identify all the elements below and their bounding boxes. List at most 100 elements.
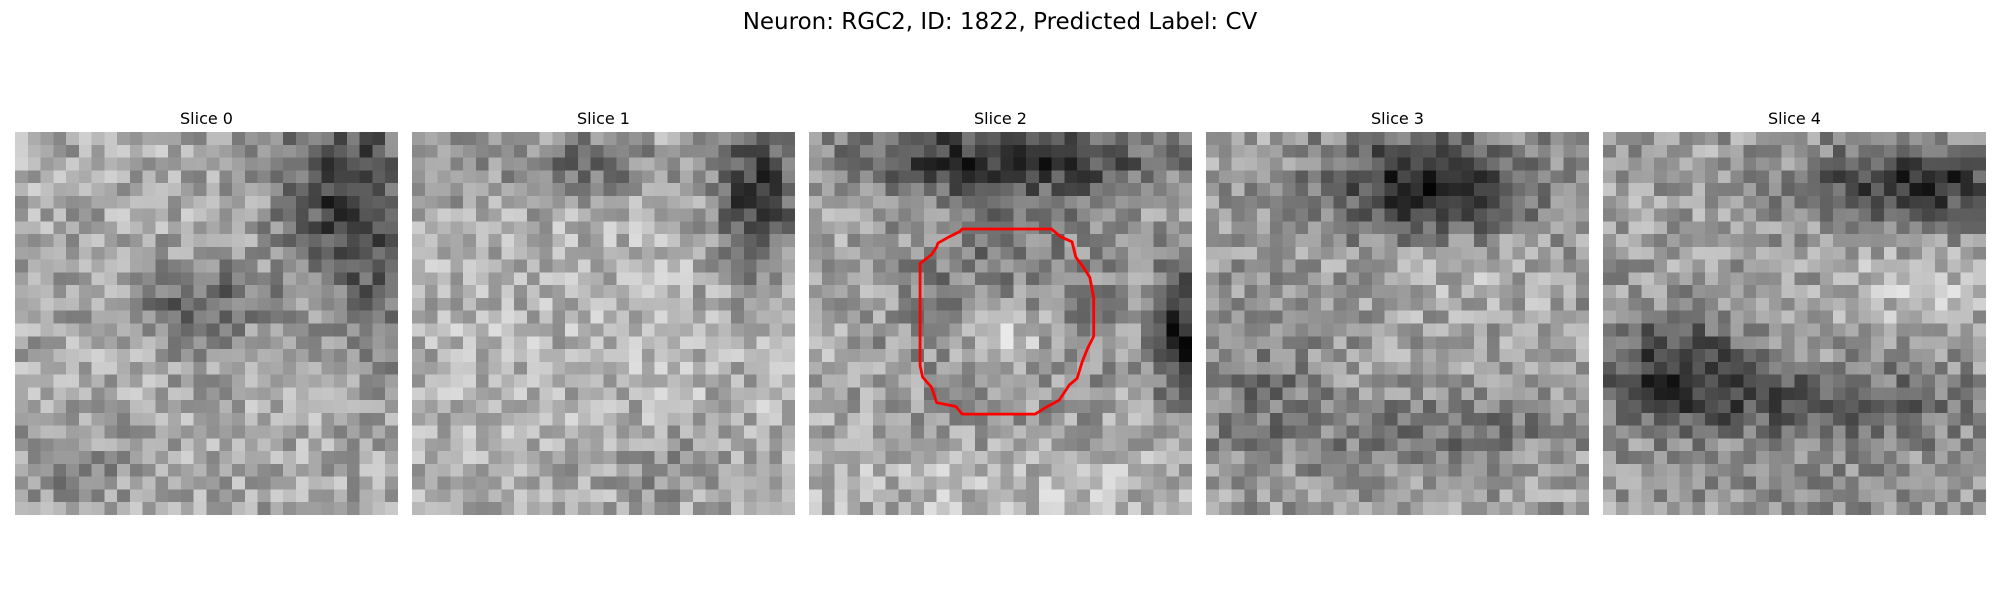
pixel: [1820, 374, 1834, 388]
pixel: [923, 438, 937, 452]
pixel: [680, 336, 694, 350]
pixel: [949, 272, 963, 286]
pixel: [1832, 195, 1846, 209]
pixel: [1576, 476, 1589, 490]
pixel: [654, 336, 668, 350]
pixel: [1576, 310, 1589, 324]
pixel: [1960, 259, 1974, 273]
pixel: [1206, 361, 1220, 375]
pixel: [1717, 451, 1731, 465]
pixel: [1512, 361, 1526, 375]
pixel: [1820, 412, 1834, 426]
pixel: [565, 336, 579, 350]
pixel: [769, 425, 783, 439]
pixel: [1756, 451, 1770, 465]
pixel: [1026, 489, 1040, 503]
pixel: [1013, 157, 1027, 171]
pixel: [91, 195, 105, 209]
pixel: [78, 374, 92, 388]
pixel: [295, 489, 309, 503]
pixel: [809, 438, 823, 452]
pixel: [885, 489, 899, 503]
pixel: [1730, 183, 1744, 197]
pixel: [1717, 285, 1731, 299]
pixel: [949, 285, 963, 299]
pixel: [987, 438, 1001, 452]
pixel: [847, 489, 861, 503]
pixel: [1206, 170, 1220, 184]
pixel: [1051, 438, 1065, 452]
pixel: [142, 310, 156, 324]
pixel: [641, 323, 655, 337]
pixel: [1960, 412, 1974, 426]
pixel: [514, 234, 528, 248]
pixel: [616, 489, 630, 503]
pixel: [1077, 387, 1091, 401]
pixel: [1166, 476, 1180, 490]
pixel: [603, 195, 617, 209]
pixel: [1717, 221, 1731, 235]
pixel: [1064, 221, 1078, 235]
pixel: [962, 476, 976, 490]
pixel: [372, 310, 386, 324]
pixel: [1026, 195, 1040, 209]
pixel: [1435, 285, 1449, 299]
pixel: [1550, 272, 1564, 286]
pixel: [346, 144, 360, 158]
pixel: [1320, 259, 1334, 273]
pixel: [1257, 234, 1271, 248]
pixel: [15, 144, 29, 158]
pixel: [1166, 285, 1180, 299]
pixel: [1000, 463, 1014, 477]
pixel: [526, 310, 540, 324]
pixel: [1896, 144, 1910, 158]
pixel: [1960, 183, 1974, 197]
pixel: [1641, 170, 1655, 184]
pixel: [923, 400, 937, 414]
pixel: [1026, 285, 1040, 299]
pixel: [1525, 425, 1539, 439]
pixel: [974, 374, 988, 388]
pixel: [1603, 438, 1617, 452]
pixel: [15, 387, 29, 401]
pixel: [27, 144, 41, 158]
pixel: [1743, 132, 1757, 146]
pixel: [53, 195, 67, 209]
pixel: [219, 412, 233, 426]
pixel: [66, 157, 80, 171]
pixel: [450, 336, 464, 350]
pixel: [78, 412, 92, 426]
pixel: [1397, 336, 1411, 350]
pixel: [1153, 170, 1167, 184]
pixel: [1909, 170, 1923, 184]
pixel: [1922, 208, 1936, 222]
pixel: [756, 310, 770, 324]
pixel: [321, 144, 335, 158]
pixel: [244, 400, 258, 414]
pixel: [1628, 285, 1642, 299]
pixel: [257, 323, 271, 337]
pixel: [129, 336, 143, 350]
pixel: [552, 285, 566, 299]
pixel: [385, 310, 398, 324]
pixel: [1947, 438, 1961, 452]
pixel: [860, 157, 874, 171]
pixel: [834, 502, 848, 515]
pixel: [936, 310, 950, 324]
pixel: [437, 157, 451, 171]
pixel: [206, 170, 220, 184]
pixel: [1858, 183, 1872, 197]
pixel: [1295, 234, 1309, 248]
pixel: [1320, 221, 1334, 235]
pixel: [1346, 221, 1360, 235]
pixel: [1218, 132, 1232, 146]
pixel: [1781, 476, 1795, 490]
pixel: [1563, 412, 1577, 426]
pixel: [1832, 285, 1846, 299]
pixel: [809, 310, 823, 324]
pixel: [936, 425, 950, 439]
pixel: [885, 451, 899, 465]
pixel: [692, 246, 706, 260]
pixel: [1896, 438, 1910, 452]
pixel: [1794, 259, 1808, 273]
